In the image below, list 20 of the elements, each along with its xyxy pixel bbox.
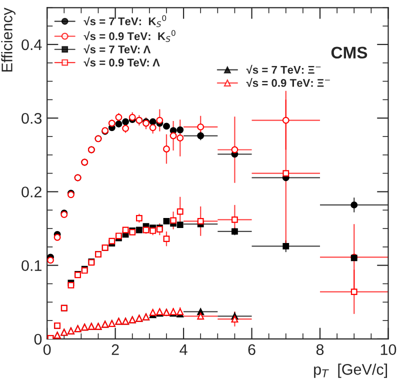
y-tick-label: 0 — [34, 334, 42, 345]
x-tick-label: 4 — [180, 344, 188, 355]
y-tick-label: 0.1 — [22, 260, 42, 272]
legend-label: √s = 0.9 TeV: Λ — [84, 58, 160, 67]
legend-label: √s = 7 TeV: K$_{S}$$^{0}$ — [84, 15, 166, 28]
legend-label: √s = 0.9 TeV: Ξ$^{−}$ — [246, 78, 330, 87]
y-axis-title: Efficiency — [1, 8, 16, 72]
x-tick-label: 10 — [380, 344, 396, 356]
x-tick-label: 6 — [248, 344, 256, 356]
legend-label: √s = 0.9 TeV: K$_{S}$$^{0}$ — [84, 30, 176, 42]
annotation: CMS — [331, 46, 368, 59]
x-tick-label: 8 — [316, 344, 324, 356]
legend-label: √s = 7 TeV: Λ — [84, 44, 151, 54]
y-tick-label: 0.4 — [22, 39, 42, 50]
y-tick-label: 0.3 — [22, 112, 42, 124]
x-tick-label: 0 — [43, 344, 51, 356]
y-tick-label: 0.2 — [22, 186, 42, 198]
x-axis-title: p$_{T}$ [GeV/c] — [314, 364, 387, 378]
legend-label: √s = 7 TeV: Ξ$^{−}$ — [246, 64, 321, 74]
x-tick-label: 2 — [112, 344, 119, 355]
